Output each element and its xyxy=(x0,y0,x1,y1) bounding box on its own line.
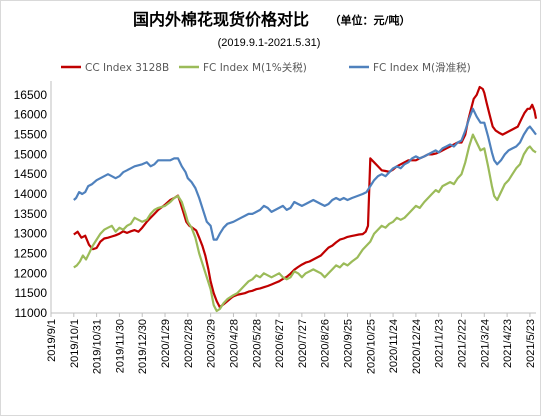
x-tick-label: 2021/4/23 xyxy=(502,319,514,368)
chart-unit-label: （单位：元/吨） xyxy=(329,13,410,27)
x-tick-label: 2019/9/1 xyxy=(46,319,58,362)
series-line-2 xyxy=(73,133,537,313)
x-tick-label: 2020/6/27 xyxy=(274,319,286,368)
y-tick-label: 12500 xyxy=(14,247,48,261)
y-tick-label: 16500 xyxy=(14,88,48,102)
series-layer xyxy=(73,85,538,313)
y-tick-label: 11000 xyxy=(15,306,48,320)
y-tick-label: 15500 xyxy=(14,128,48,142)
axes-layer: 11000 11500 12000 12500 13000 13500 14000 14500… xyxy=(14,81,537,374)
x-tick-label: 2020/4/28 xyxy=(228,319,240,368)
x-tick-label: 2019/11/30 xyxy=(114,319,126,373)
x-tick-label: 2020/3/29 xyxy=(206,319,218,368)
legend: CC Index 3128B FC Index M(1%关税) FC Index M… xyxy=(61,61,471,74)
y-tick-label: 16000 xyxy=(14,108,48,122)
x-tick-label: 2020/7/27 xyxy=(297,319,309,368)
y-tick-label: 14000 xyxy=(14,187,48,201)
x-tick-label: 2020/9/25 xyxy=(342,319,354,368)
legend-label-3: FC Index M(滑准税) xyxy=(373,61,471,74)
legend-label-1: CC Index 3128B xyxy=(85,62,169,74)
x-tick-label: 2020/2/28 xyxy=(183,319,195,368)
series-line-3 xyxy=(73,107,537,241)
x-tick-label: 2021/1/23 xyxy=(434,319,446,368)
y-tick-label: 12000 xyxy=(14,266,48,280)
x-tick-label: 2021/2/22 xyxy=(457,319,469,368)
y-tick-label: 13000 xyxy=(14,227,48,241)
series-line-1 xyxy=(73,85,538,309)
chart-title: 国内外棉花现货价格对比 xyxy=(133,10,309,29)
y-tick-label: 13500 xyxy=(14,207,48,221)
y-tick-label: 15000 xyxy=(14,147,48,161)
x-tick-label: 2020/5/28 xyxy=(251,319,263,368)
x-tick-label: 2021/3/24 xyxy=(479,319,491,368)
x-tick-label: 2020/8/26 xyxy=(320,319,332,368)
x-tick-label: 2020/1/29 xyxy=(160,319,172,368)
x-tick-label: 2019/10/1 xyxy=(69,319,81,368)
y-tick-label: 14500 xyxy=(14,167,48,181)
legend-label-2: FC Index M(1%关税) xyxy=(203,61,307,74)
x-tick-label: 2021/5/23 xyxy=(525,319,537,368)
x-tick-label: 2020/10/25 xyxy=(365,319,377,374)
x-tick-label: 2019/12/30 xyxy=(137,319,149,374)
x-tick-label: 2020/11/24 xyxy=(388,319,400,373)
chart-subtitle: (2019.9.1-2021.5.31) xyxy=(218,37,321,49)
x-tick-label: 2020/12/24 xyxy=(411,319,423,374)
y-tick-label: 11500 xyxy=(15,286,48,300)
x-tick-label: 2019/10/31 xyxy=(92,319,104,374)
